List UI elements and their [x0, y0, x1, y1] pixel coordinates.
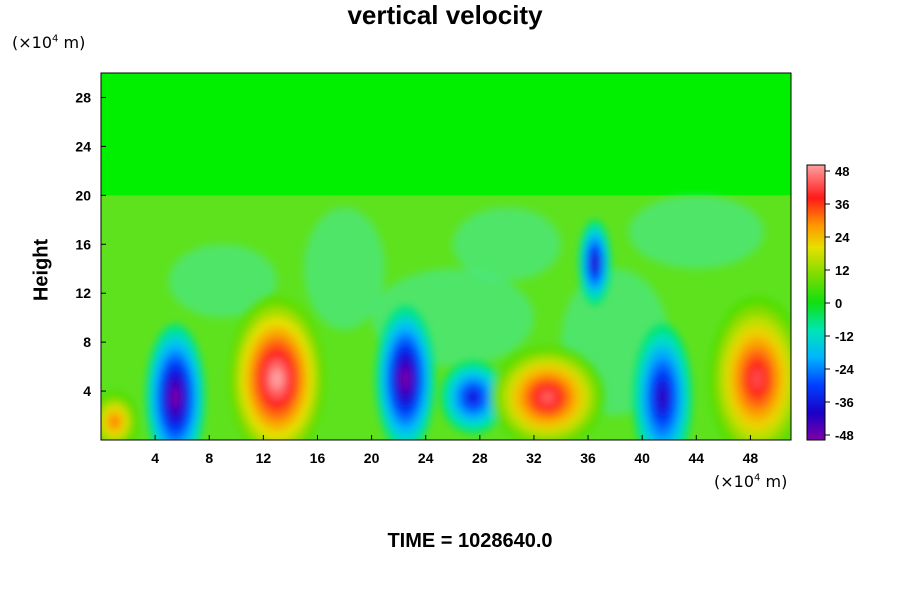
downdraft-cell: [440, 360, 506, 434]
downdraft-cell: [632, 323, 693, 440]
colorbar-tick-label: 12: [835, 263, 849, 278]
background-wisp: [628, 195, 764, 269]
x-tick-label: 48: [743, 450, 759, 466]
colorbar-ticks: 48 36 24 12 0 -12 -24 -36 -48: [825, 164, 855, 443]
y-tick-label: 28: [75, 89, 91, 105]
colorbar-tick-label: -12: [835, 329, 854, 344]
x-unit-suffix: m): [760, 472, 788, 491]
velocity-contour: [469, 392, 478, 402]
y-tick-label: 20: [75, 187, 91, 203]
x-tick-label: 32: [526, 450, 542, 466]
velocity-contour: [270, 368, 283, 390]
plot-frame: [100, 72, 792, 441]
x-tick-label: 20: [364, 450, 380, 466]
x-tick-label: 40: [634, 450, 650, 466]
velocity-contour: [658, 388, 667, 407]
velocity-field: [101, 73, 791, 440]
x-tick-label: 24: [418, 450, 434, 466]
x-unit-exponent: 4: [754, 472, 761, 484]
updraft-cell: [490, 345, 605, 440]
x-tick-label: 8: [205, 450, 213, 466]
x-axis-unit: (×104 m): [714, 472, 787, 491]
colorbar-tick-label: 0: [835, 296, 842, 311]
y-unit-suffix: m): [58, 33, 86, 52]
downdraft-cell: [578, 219, 612, 306]
updraft-cell: [101, 391, 139, 440]
y-tick-label: 8: [83, 334, 91, 350]
downdraft-cell: [145, 323, 206, 440]
colorbar-tick-label: 24: [835, 230, 850, 245]
background-wisp: [168, 244, 277, 318]
downdraft-cell: [375, 305, 436, 440]
colorbar-tick-label: -24: [835, 362, 855, 377]
x-tick-label: 16: [310, 450, 326, 466]
x-tick-label: 36: [580, 450, 596, 466]
x-tick-label: 28: [472, 450, 488, 466]
x-unit-prefix: (×10: [714, 472, 755, 491]
velocity-contour: [540, 390, 555, 404]
colorbar: [806, 164, 826, 441]
y-axis-unit: (×104 m): [12, 33, 85, 52]
time-label: TIME = 1028640.0: [387, 530, 553, 552]
colorbar-tick-label: 48: [835, 164, 849, 179]
y-unit-prefix: (×10: [12, 33, 53, 52]
background-wisp: [452, 207, 561, 281]
chart-title: vertical velocity: [347, 0, 543, 30]
x-tick-label: 44: [689, 450, 705, 466]
y-tick-label: 4: [83, 383, 91, 399]
y-tick-label: 24: [75, 138, 91, 154]
x-tick-label: 12: [256, 450, 272, 466]
updraft-cell: [228, 295, 326, 440]
background-wisp: [303, 207, 386, 330]
velocity-contour: [401, 369, 410, 389]
colorbar-tick-label: 36: [835, 197, 849, 212]
colorbar-tick-label: -48: [835, 428, 854, 443]
updraft-cell: [708, 295, 791, 440]
y-axis: 4 8 12 16 20 24 28: [75, 89, 106, 399]
velocity-contour: [592, 257, 597, 268]
y-unit-exponent: 4: [52, 33, 59, 45]
velocity-contour: [751, 368, 764, 390]
y-tick-label: 16: [75, 236, 91, 252]
x-axis: 4 8 12 16 20 24 28 32 36 40 44 48: [151, 435, 758, 466]
x-tick-label: 4: [151, 450, 159, 466]
velocity-contour: [111, 417, 118, 426]
velocity-contour: [171, 388, 180, 407]
y-tick-label: 12: [75, 285, 91, 301]
colorbar-tick-label: -36: [835, 395, 854, 410]
